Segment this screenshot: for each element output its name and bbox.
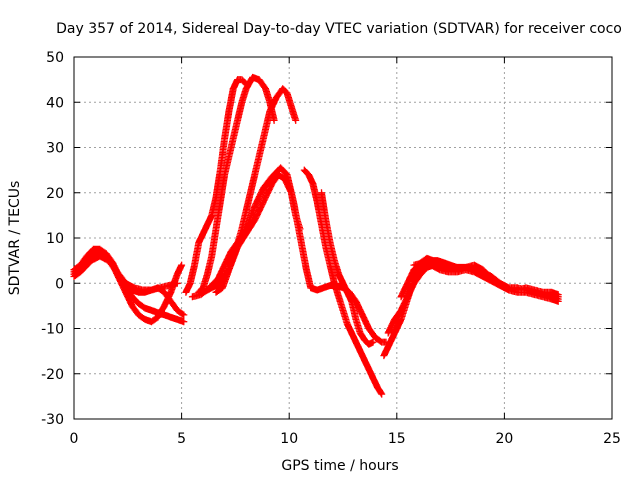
y-tick-label: -10 <box>41 322 64 338</box>
data-markers <box>70 73 562 398</box>
y-tick-label: -20 <box>41 367 64 383</box>
y-tick-labels: -30 -20 -10 0 10 20 30 40 50 <box>41 50 64 428</box>
x-tick-label: 0 <box>70 431 79 447</box>
y-tick-label: 20 <box>46 186 64 202</box>
y-tick-label: 40 <box>46 95 64 111</box>
y-tick-label: 0 <box>55 276 64 292</box>
y-tick-label: 30 <box>46 141 64 157</box>
x-tick-label: 15 <box>388 431 406 447</box>
x-tick-label: 10 <box>280 431 298 447</box>
grid <box>74 57 612 419</box>
x-axis-label: GPS time / hours <box>281 458 398 474</box>
y-tick-label: 50 <box>46 50 64 66</box>
chart-title: Day 357 of 2014, Sidereal Day-to-day VTE… <box>56 21 622 37</box>
x-tick-labels: 0 5 10 15 20 25 <box>70 431 621 447</box>
x-tick-label: 5 <box>177 431 186 447</box>
y-axis-label: SDTVAR / TECUs <box>7 181 23 296</box>
x-tick-label: 20 <box>495 431 513 447</box>
plus-markers <box>70 73 562 398</box>
x-tick-label: 25 <box>603 431 621 447</box>
y-tick-label: -30 <box>41 412 64 428</box>
y-tick-label: 10 <box>46 231 64 247</box>
axis-ticks <box>73 56 613 420</box>
